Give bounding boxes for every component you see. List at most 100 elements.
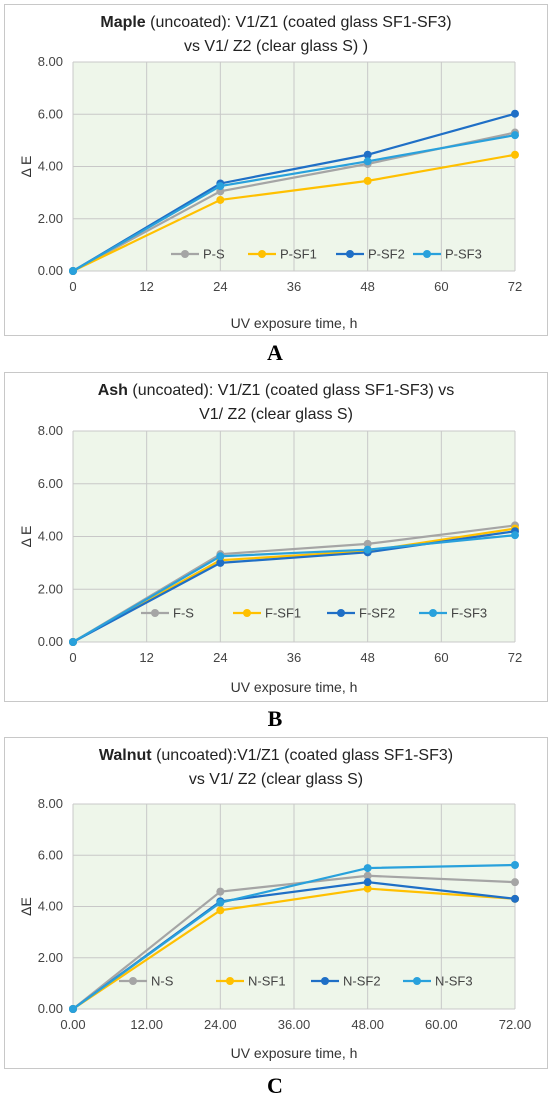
chart-title-rest: (uncoated): V1/Z1 (coated glass SF1-SF3)… [128, 382, 454, 399]
x-axis-label: UV exposure time, h [231, 1045, 358, 1061]
x-tick-label: 72.00 [499, 1017, 532, 1032]
y-tick-label: 4.00 [38, 899, 63, 914]
data-point [363, 176, 372, 185]
panel-letter-a: A [267, 340, 283, 365]
data-point [216, 906, 225, 915]
panel-letter-b: B [267, 706, 283, 731]
x-tick-label: 0.00 [60, 1017, 85, 1032]
legend-label: N-SF1 [248, 974, 286, 989]
x-tick-label: 72 [508, 650, 522, 665]
legend-swatch-marker [423, 250, 431, 258]
y-tick-label: 0.00 [38, 634, 63, 649]
chart-title-line2: vs V1/ Z2 (clear glass S) [189, 771, 363, 788]
legend-swatch-marker [226, 977, 234, 985]
chart-ash: Ash (uncoated): V1/Z1 (coated glass SF1-… [18, 382, 522, 695]
series-line [72, 874, 516, 1010]
data-point [511, 531, 519, 540]
x-tick-label: 36.00 [278, 1017, 311, 1032]
data-point [363, 545, 372, 554]
legend-swatch-marker [258, 250, 266, 258]
chart-title: Ash (uncoated): V1/Z1 (coated glass SF1-… [98, 382, 455, 399]
legend-label: P-SF1 [280, 247, 317, 262]
y-tick-label: 4.00 [38, 159, 63, 174]
x-tick-label: 0 [69, 650, 76, 665]
legend-label: N-SF2 [343, 974, 381, 989]
y-tick-label: 8.00 [38, 423, 63, 438]
y-tick-label: 0.00 [38, 263, 63, 278]
data-point [511, 878, 519, 887]
legend-label: F-S [173, 606, 194, 621]
x-tick-label: 12 [139, 279, 153, 294]
series-line [72, 153, 516, 272]
x-axis-label: UV exposure time, h [231, 679, 358, 695]
legend-label: F-SF1 [265, 606, 301, 621]
y-tick-label: 6.00 [38, 476, 63, 491]
data-point [511, 894, 519, 903]
legend-label: N-S [151, 974, 174, 989]
x-tick-label: 12.00 [130, 1017, 163, 1032]
data-point [69, 267, 77, 275]
x-tick-label: 60 [434, 279, 448, 294]
x-tick-label: 48 [360, 650, 374, 665]
series-line [72, 527, 516, 643]
x-tick-label: 24 [213, 279, 227, 294]
legend-swatch-marker [151, 609, 159, 617]
x-tick-label: 12 [139, 650, 153, 665]
y-tick-label: 6.00 [38, 847, 63, 862]
chart-panel-maple: Maple (uncoated): V1/Z1 (coated glass SF… [4, 4, 548, 336]
data-point [216, 887, 225, 896]
data-point [511, 860, 519, 869]
data-point [363, 539, 372, 548]
x-tick-label: 48.00 [351, 1017, 384, 1032]
data-point [216, 558, 225, 567]
legend-label: N-SF3 [435, 974, 473, 989]
data-point [363, 864, 372, 873]
y-tick-label: 4.00 [38, 529, 63, 544]
chart-title-line2: vs V1/ Z2 (clear glass S) ) [184, 38, 368, 55]
y-axis-label: ΔE [18, 897, 34, 916]
legend-swatch-marker [181, 250, 189, 258]
x-tick-label: 0 [69, 279, 76, 294]
legend-label: P-SF2 [368, 247, 405, 262]
x-tick-label: 60 [434, 650, 448, 665]
chart-title-bold: Maple [100, 14, 145, 31]
legend-label: P-SF3 [445, 247, 482, 262]
chart-title-rest: (uncoated): V1/Z1 (coated glass SF1-SF3) [146, 14, 452, 31]
data-point [363, 884, 372, 893]
x-tick-label: 48 [360, 279, 374, 294]
y-tick-label: 8.00 [38, 796, 63, 811]
chart-title-line2: V1/ Z2 (clear glass S) [199, 406, 353, 423]
x-tick-label: 72 [508, 279, 522, 294]
x-tick-label: 60.00 [425, 1017, 458, 1032]
legend-swatch-marker [129, 977, 137, 985]
chart-title-rest: (uncoated):V1/Z1 (coated glass SF1-SF3) [152, 747, 453, 764]
y-axis-label: Δ E [18, 526, 34, 548]
y-tick-label: 6.00 [38, 106, 63, 121]
data-point [216, 552, 225, 561]
series-line [72, 887, 516, 1010]
legend-swatch-marker [429, 609, 437, 617]
panel-letter-c: C [267, 1073, 283, 1098]
data-point [363, 871, 372, 880]
data-point [69, 1005, 77, 1013]
chart-title: Maple (uncoated): V1/Z1 (coated glass SF… [100, 14, 451, 31]
data-point [511, 109, 519, 118]
data-point [363, 150, 372, 159]
data-point [363, 157, 372, 166]
x-tick-label: 24.00 [204, 1017, 237, 1032]
data-point [69, 638, 77, 646]
series-line [72, 112, 516, 272]
series-line [72, 134, 516, 272]
chart-title-bold: Ash [98, 382, 128, 399]
data-point [511, 131, 519, 140]
data-point [511, 150, 519, 159]
legend-swatch-marker [413, 977, 421, 985]
chart-title: Walnut (uncoated):V1/Z1 (coated glass SF… [99, 747, 453, 764]
series-line [72, 534, 516, 643]
legend-swatch-marker [321, 977, 329, 985]
legend-swatch-marker [346, 250, 354, 258]
legend-label: P-S [203, 247, 225, 262]
x-tick-label: 36 [287, 279, 301, 294]
series-line [72, 863, 516, 1010]
y-tick-label: 2.00 [38, 211, 63, 226]
